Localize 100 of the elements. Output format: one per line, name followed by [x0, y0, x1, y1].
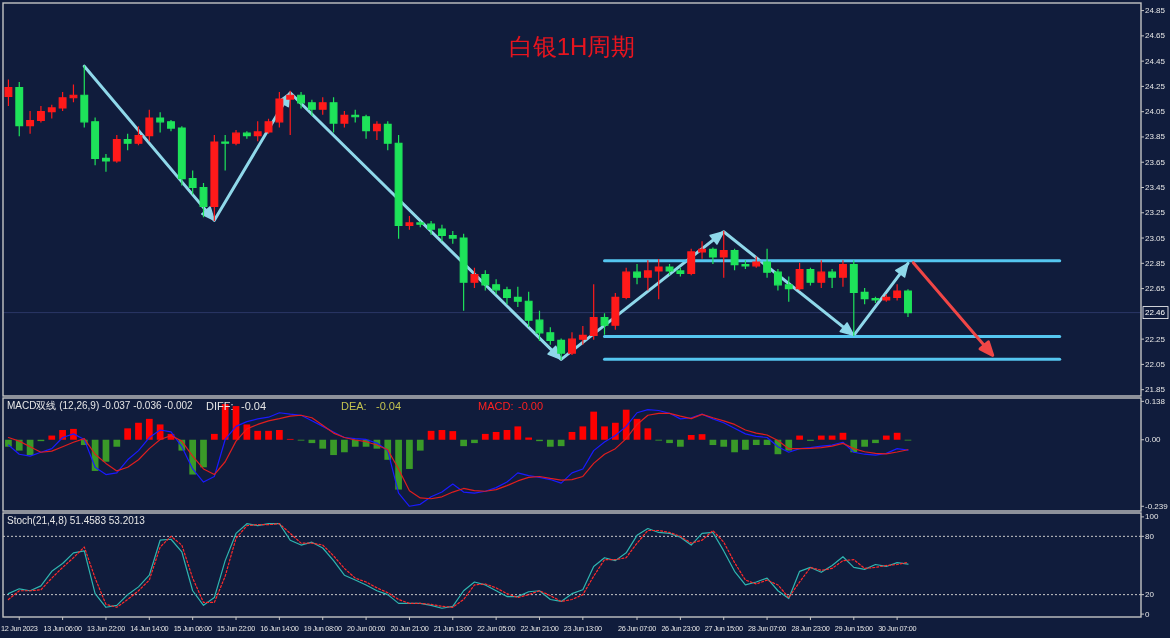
candlestick	[123, 133, 132, 151]
chart-title: MACD双线 (12,26,9) -0.037 -0.036 -0.002	[7, 400, 194, 411]
bar	[579, 426, 587, 440]
bar	[438, 430, 446, 440]
bar	[341, 439, 348, 453]
candlestick	[36, 106, 45, 123]
candlestick	[47, 104, 56, 119]
candlestick	[730, 248, 739, 271]
candlestick	[492, 279, 501, 295]
candlestick	[329, 97, 338, 133]
bar	[124, 428, 131, 440]
bar	[514, 426, 522, 440]
candlestick	[58, 92, 67, 112]
candlestick	[297, 92, 306, 109]
y-tick-label: 23.45	[1145, 183, 1166, 192]
y-tick-label: 24.05	[1145, 107, 1166, 117]
candlestick	[708, 247, 717, 264]
candlestick	[167, 119, 175, 132]
bar	[481, 433, 489, 440]
candlestick	[26, 111, 35, 134]
bar	[742, 439, 749, 450]
bar	[861, 439, 868, 447]
candlestick	[643, 260, 652, 291]
bar	[731, 439, 738, 453]
bar	[145, 418, 153, 440]
candlestick	[773, 269, 782, 291]
candlestick	[719, 231, 728, 278]
bar	[525, 437, 533, 440]
candlestick	[633, 263, 641, 285]
y-tick-label: 0	[1145, 609, 1150, 619]
bar	[254, 430, 262, 440]
candlestick	[752, 256, 761, 268]
candlestick	[763, 248, 772, 278]
candlestick	[80, 65, 89, 128]
candlestick	[177, 126, 186, 186]
bar	[644, 428, 652, 440]
candlestick	[427, 221, 436, 235]
candlestick	[318, 97, 327, 115]
candlestick	[275, 92, 284, 128]
y-tick-label: 24.45	[1145, 56, 1166, 66]
candlestick	[611, 293, 620, 330]
bar	[557, 439, 565, 447]
text: 白银1H周期	[508, 33, 636, 60]
bar	[611, 422, 619, 440]
y-tick-label: -0.239	[1145, 501, 1169, 511]
candlestick	[741, 260, 750, 269]
candlestick	[882, 294, 891, 302]
y-tick-label: 24.25	[1145, 81, 1166, 91]
candlestick	[698, 241, 707, 259]
candlestick	[405, 215, 414, 230]
y-tick-label: 0.138	[1145, 396, 1166, 406]
bar	[48, 435, 56, 440]
bar	[492, 431, 500, 440]
candlestick	[622, 267, 631, 300]
candlestick	[817, 260, 826, 288]
bar	[319, 439, 327, 449]
candlestick	[372, 121, 381, 141]
candlestick	[286, 90, 295, 136]
bar	[265, 430, 272, 440]
candlestick	[156, 112, 165, 133]
y-tick-label: 24.65	[1145, 31, 1166, 41]
candlestick	[15, 82, 24, 137]
bar	[687, 435, 695, 440]
annotation: DIFF:	[206, 400, 234, 412]
candlestick	[470, 267, 479, 288]
candlestick	[503, 286, 511, 305]
annotation: -0.04	[241, 400, 267, 412]
candlestick	[253, 121, 262, 142]
candlestick	[91, 117, 100, 166]
bar	[546, 439, 554, 447]
candlestick	[904, 289, 912, 317]
candlestick	[557, 338, 566, 360]
candlestick	[589, 284, 598, 340]
bar	[460, 439, 467, 447]
candlestick	[448, 231, 457, 244]
bar	[796, 435, 803, 440]
candlestick	[535, 310, 544, 341]
candlestick	[784, 276, 793, 302]
candlestick	[806, 267, 815, 286]
candlestick	[199, 183, 208, 218]
y-tick-label: 22.25	[1145, 334, 1166, 344]
y-tick-label: 22.05	[1145, 359, 1166, 369]
candlestick	[69, 84, 78, 103]
candlestick	[242, 131, 251, 139]
candlestick	[578, 325, 587, 345]
y-tick-label: 23.85	[1145, 132, 1166, 142]
candlestick	[188, 170, 197, 195]
y-tick-label: 100	[1145, 512, 1159, 522]
y-tick-label: 23.65	[1145, 157, 1166, 167]
y-tick-label: 24.85	[1145, 6, 1166, 16]
candlestick	[871, 296, 880, 304]
candlestick	[568, 332, 576, 355]
bar	[135, 422, 142, 440]
candlestick	[145, 109, 154, 142]
candlestick	[481, 270, 490, 291]
candlestick	[893, 284, 902, 301]
bar	[449, 431, 457, 440]
bar	[200, 439, 207, 468]
y-tick-label: 21.85	[1145, 385, 1166, 395]
chart-title: Stoch(21,4,8) 51.4583 53.2013	[7, 515, 146, 526]
